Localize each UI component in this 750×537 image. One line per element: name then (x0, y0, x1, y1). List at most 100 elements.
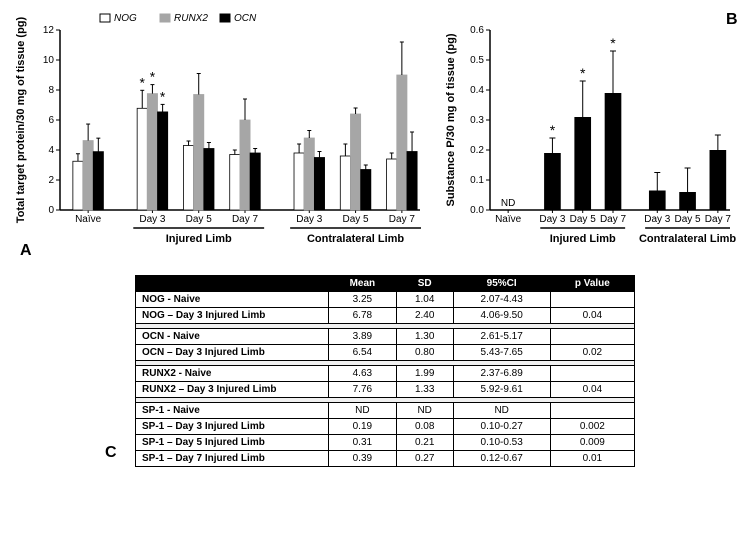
table-header (136, 276, 329, 292)
svg-text:4: 4 (48, 145, 54, 156)
table-row: SP-1 – Day 3 Injured Limb0.190.080.10-0.… (136, 419, 635, 435)
table-cell: ND (453, 403, 550, 419)
table-cell: 0.04 (550, 382, 634, 398)
chart-a-svg: 024681012Total target protein/30 mg of t… (10, 10, 430, 260)
table-cell: 1.30 (396, 329, 453, 345)
svg-text:OCN: OCN (234, 13, 257, 24)
svg-text:6: 6 (48, 115, 54, 126)
table-cell: 1.04 (396, 292, 453, 308)
panel-c-table-wrap: C MeanSD95%CIp ValueNOG - Naive3.251.042… (135, 275, 635, 467)
table-cell (550, 403, 634, 419)
svg-text:Day 5: Day 5 (675, 214, 702, 225)
table-cell: 0.02 (550, 345, 634, 361)
table-cell: 0.27 (396, 451, 453, 467)
panel-a-chart: 024681012Total target protein/30 mg of t… (10, 10, 430, 260)
table-cell: 0.10-0.53 (453, 435, 550, 451)
svg-text:NOG: NOG (114, 13, 137, 24)
svg-text:2: 2 (48, 175, 54, 186)
svg-text:Day 7: Day 7 (389, 214, 416, 225)
svg-text:Day 7: Day 7 (600, 214, 627, 225)
table-cell (550, 329, 634, 345)
table-row: OCN - Naive3.891.302.61-5.17 (136, 329, 635, 345)
table-header: SD (396, 276, 453, 292)
table-cell: 4.06-9.50 (453, 308, 550, 324)
svg-text:Day 5: Day 5 (343, 214, 370, 225)
svg-text:*: * (140, 74, 146, 90)
svg-text:Total target protein/30 mg of: Total target protein/30 mg of tissue (pg… (15, 16, 27, 223)
svg-text:Day 3: Day 3 (139, 214, 166, 225)
table-header: 95%CI (453, 276, 550, 292)
svg-text:*: * (580, 65, 586, 81)
table-row: NOG - Naive3.251.042.07-4.43 (136, 292, 635, 308)
svg-text:Day 3: Day 3 (644, 214, 671, 225)
table-row: RUNX2 – Day 3 Injured Limb7.761.335.92-9… (136, 382, 635, 398)
svg-text:0.6: 0.6 (470, 25, 484, 36)
svg-text:0.0: 0.0 (470, 205, 484, 216)
svg-text:0: 0 (48, 205, 54, 216)
table-row: OCN – Day 3 Injured Limb6.540.805.43-7.6… (136, 345, 635, 361)
table-cell: 0.01 (550, 451, 634, 467)
table-row: SP-1 – Day 5 Injured Limb0.310.210.10-0.… (136, 435, 635, 451)
svg-text:Day 3: Day 3 (539, 214, 566, 225)
svg-text:Injured Limb: Injured Limb (166, 233, 232, 245)
table-cell (550, 292, 634, 308)
svg-text:0.5: 0.5 (470, 55, 484, 66)
table-cell: 0.80 (396, 345, 453, 361)
svg-text:Day 5: Day 5 (186, 214, 213, 225)
table-cell: 0.21 (396, 435, 453, 451)
svg-text:Naïve: Naïve (495, 214, 522, 225)
table-cell: 1.33 (396, 382, 453, 398)
table-cell: RUNX2 – Day 3 Injured Limb (136, 382, 329, 398)
svg-text:0.1: 0.1 (470, 175, 484, 186)
svg-text:ND: ND (501, 198, 515, 209)
table-cell (550, 366, 634, 382)
table-cell: 0.04 (550, 308, 634, 324)
table-cell: 2.37-6.89 (453, 366, 550, 382)
table-cell: SP-1 – Day 7 Injured Limb (136, 451, 329, 467)
svg-text:Day 7: Day 7 (232, 214, 259, 225)
svg-text:*: * (610, 35, 616, 51)
table-cell: 3.89 (329, 329, 397, 345)
table-cell: 7.76 (329, 382, 397, 398)
svg-text:B: B (726, 11, 738, 28)
svg-text:10: 10 (43, 55, 55, 66)
table-cell: SP-1 – Day 5 Injured Limb (136, 435, 329, 451)
table-row: RUNX2 - Naive4.631.992.37-6.89 (136, 366, 635, 382)
table-row: SP-1 - NaiveNDNDND (136, 403, 635, 419)
svg-text:*: * (150, 69, 156, 85)
table-row: NOG – Day 3 Injured Limb6.782.404.06-9.5… (136, 308, 635, 324)
svg-text:*: * (550, 122, 556, 138)
table-cell: 1.99 (396, 366, 453, 382)
svg-text:A: A (20, 242, 32, 259)
stats-table: MeanSD95%CIp ValueNOG - Naive3.251.042.0… (135, 275, 635, 467)
table-cell: 5.43-7.65 (453, 345, 550, 361)
svg-text:RUNX2: RUNX2 (174, 13, 208, 24)
svg-text:12: 12 (43, 25, 55, 36)
table-cell: 0.31 (329, 435, 397, 451)
svg-text:Day 3: Day 3 (296, 214, 323, 225)
svg-text:Day 5: Day 5 (570, 214, 597, 225)
table-header: Mean (329, 276, 397, 292)
svg-text:0.2: 0.2 (470, 145, 484, 156)
table-cell: OCN – Day 3 Injured Limb (136, 345, 329, 361)
table-cell: NOG – Day 3 Injured Limb (136, 308, 329, 324)
table-cell: 6.78 (329, 308, 397, 324)
table-cell: 0.08 (396, 419, 453, 435)
table-cell: ND (396, 403, 453, 419)
table-cell: 3.25 (329, 292, 397, 308)
svg-text:Injured Limb: Injured Limb (550, 233, 616, 245)
table-cell: 0.009 (550, 435, 634, 451)
table-cell: 0.12-0.67 (453, 451, 550, 467)
table-cell: SP-1 – Day 3 Injured Limb (136, 419, 329, 435)
table-cell: 4.63 (329, 366, 397, 382)
table-cell: SP-1 - Naive (136, 403, 329, 419)
table-cell: 6.54 (329, 345, 397, 361)
panel-b-chart: 0.00.10.20.30.40.50.6Substance P/30 mg o… (440, 10, 750, 260)
svg-text:Naïve: Naïve (75, 214, 102, 225)
svg-text:Contralateral Limb: Contralateral Limb (639, 233, 736, 245)
table-row: SP-1 – Day 7 Injured Limb0.390.270.12-0.… (136, 451, 635, 467)
table-cell: NOG - Naive (136, 292, 329, 308)
svg-text:Substance P/30 mg of tissue (p: Substance P/30 mg of tissue (pg) (445, 33, 457, 206)
table-cell: 2.40 (396, 308, 453, 324)
table-cell: 2.07-4.43 (453, 292, 550, 308)
